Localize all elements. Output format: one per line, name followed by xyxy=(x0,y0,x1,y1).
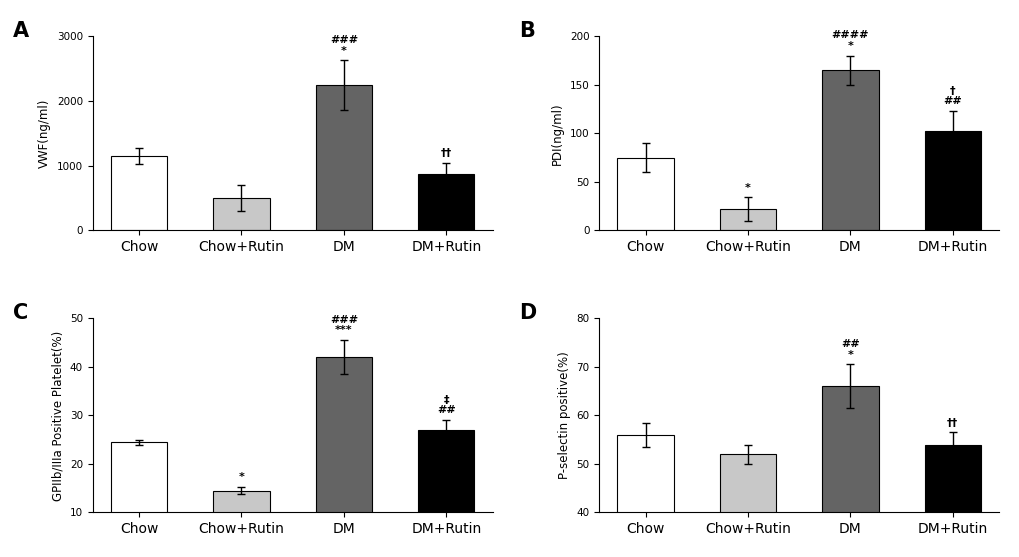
Text: *: * xyxy=(340,46,346,56)
Text: A: A xyxy=(12,21,29,41)
Bar xyxy=(924,444,980,557)
Text: ##: ## xyxy=(841,339,859,349)
Text: †: † xyxy=(949,86,955,96)
Bar xyxy=(821,387,877,557)
Text: ††: †† xyxy=(440,148,451,158)
Bar xyxy=(111,442,167,557)
Y-axis label: VWF(ng/ml): VWF(ng/ml) xyxy=(39,99,51,168)
Text: *: * xyxy=(238,472,245,482)
Bar xyxy=(316,85,372,231)
Text: ###: ### xyxy=(329,35,358,45)
Text: ‡: ‡ xyxy=(443,395,448,405)
Text: D: D xyxy=(519,303,536,323)
Bar xyxy=(418,430,474,557)
Bar xyxy=(719,454,775,557)
Bar xyxy=(111,156,167,231)
Y-axis label: P-selectin positive(%): P-selectin positive(%) xyxy=(557,351,571,479)
Y-axis label: GPIIb/IIIa Positive Platelet(%): GPIIb/IIIa Positive Platelet(%) xyxy=(51,330,64,501)
Bar xyxy=(821,70,877,231)
Text: *: * xyxy=(847,350,853,360)
Bar xyxy=(213,491,269,557)
Text: C: C xyxy=(12,303,28,323)
Text: B: B xyxy=(519,21,535,41)
Bar xyxy=(616,435,674,557)
Bar xyxy=(719,209,775,231)
Text: ####: #### xyxy=(830,30,868,40)
Text: ###: ### xyxy=(329,315,358,325)
Bar xyxy=(316,357,372,557)
Text: *: * xyxy=(847,41,853,51)
Bar xyxy=(213,198,269,231)
Text: *: * xyxy=(744,183,750,193)
Text: ##: ## xyxy=(436,405,455,416)
Bar xyxy=(616,158,674,231)
Bar xyxy=(924,130,980,231)
Text: ##: ## xyxy=(943,96,961,106)
Y-axis label: PDI(ng/ml): PDI(ng/ml) xyxy=(550,102,564,165)
Text: ***: *** xyxy=(334,325,353,335)
Text: ††: †† xyxy=(947,418,958,428)
Bar xyxy=(418,174,474,231)
